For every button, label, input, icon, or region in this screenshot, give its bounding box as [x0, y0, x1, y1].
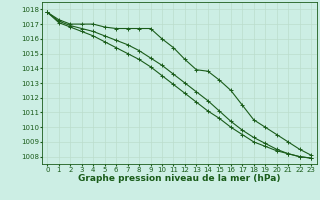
X-axis label: Graphe pression niveau de la mer (hPa): Graphe pression niveau de la mer (hPa) — [78, 174, 280, 183]
